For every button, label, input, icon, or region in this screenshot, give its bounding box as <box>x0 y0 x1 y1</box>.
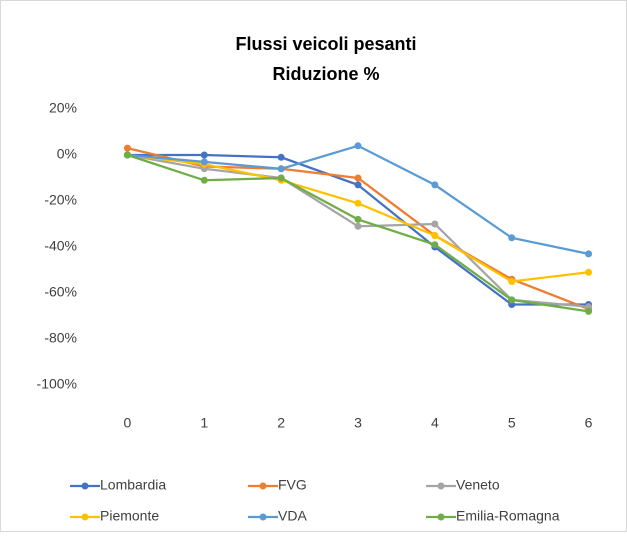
y-tick-label: -100% <box>37 376 77 392</box>
y-tick-label: -20% <box>44 192 77 208</box>
point <box>123 144 131 152</box>
point <box>431 241 439 249</box>
legend-label: Emilia-Romagna <box>456 508 560 524</box>
x-tick-label: 0 <box>124 415 132 431</box>
point <box>277 165 285 173</box>
point <box>354 174 362 182</box>
point <box>354 199 362 207</box>
point <box>200 176 208 184</box>
y-tick-label: 0% <box>57 146 77 162</box>
x-tick-label: 4 <box>431 415 439 431</box>
point <box>200 151 208 159</box>
legend-marker <box>437 482 445 490</box>
legend-label: Lombardia <box>100 477 166 493</box>
x-tick-label: 5 <box>508 415 516 431</box>
y-tick-label: -80% <box>44 330 77 346</box>
point <box>431 232 439 239</box>
chart-title: Flussi veicoli pesanti <box>235 34 416 54</box>
legend-label: FVG <box>278 477 307 493</box>
point <box>585 250 593 258</box>
legend-marker <box>81 482 89 490</box>
x-tick-label: 3 <box>354 415 362 431</box>
y-tick-label: -40% <box>44 238 77 254</box>
point <box>354 181 362 189</box>
chart-subtitle: Riduzione % <box>273 64 380 84</box>
point <box>508 296 516 304</box>
x-tick-label: 2 <box>277 415 285 431</box>
point <box>277 153 285 161</box>
point <box>354 142 362 150</box>
point <box>585 268 593 276</box>
point <box>123 151 131 159</box>
point <box>200 158 208 166</box>
point <box>508 278 516 285</box>
point <box>431 181 439 189</box>
x-tick-label: 1 <box>200 415 208 431</box>
legend-label: VDA <box>278 508 307 524</box>
point <box>431 220 439 228</box>
point <box>277 174 285 182</box>
point <box>508 234 516 242</box>
legend-marker <box>259 513 267 521</box>
y-tick-label: 20% <box>49 100 77 116</box>
point <box>585 307 593 315</box>
legend-label: Piemonte <box>100 508 159 524</box>
legend-marker <box>437 513 445 521</box>
legend-marker <box>259 482 267 490</box>
point <box>354 215 362 223</box>
point <box>354 222 362 230</box>
legend-label: Veneto <box>456 477 500 493</box>
x-tick-label: 6 <box>585 415 593 431</box>
legend-marker <box>81 513 89 521</box>
y-tick-label: -60% <box>44 284 77 300</box>
